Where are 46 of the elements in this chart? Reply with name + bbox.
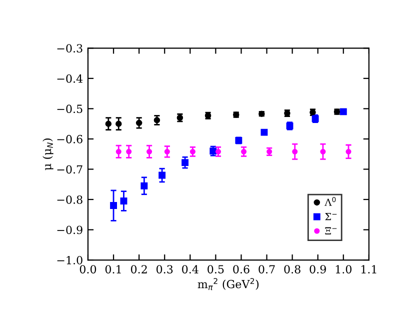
x-tick-label: 0.3 (156, 265, 173, 274)
point (105, 120, 112, 127)
point (320, 148, 326, 154)
point (164, 148, 170, 154)
x-tick-label: 0.0 (80, 265, 96, 274)
point (126, 148, 132, 154)
point (146, 148, 152, 154)
x-tick-label: 1.0 (336, 265, 352, 274)
point (292, 148, 298, 154)
point (182, 159, 189, 166)
y-tick-label: −0.5 (57, 104, 82, 114)
y-tick-label: −0.6 (57, 134, 82, 144)
point (154, 117, 160, 124)
point (260, 128, 268, 136)
point (120, 198, 128, 204)
x-tick-label: 0.8 (284, 265, 300, 274)
y-tick-label: −1.0 (57, 256, 82, 264)
point (136, 120, 142, 126)
y-axis-title: μ (μ$_{N}$) (42, 138, 54, 170)
y-tick-label: −0.8 (57, 195, 82, 204)
point (158, 172, 166, 179)
point (215, 148, 222, 154)
x-tick-label: 0.2 (130, 265, 147, 274)
y-tick-label: −0.3 (57, 44, 82, 53)
y-tick-label: −0.7 (57, 165, 82, 174)
x-tick-label: 0.9 (310, 265, 326, 274)
y-tick-label: −0.9 (57, 226, 82, 234)
legend-label: Λ$^{0}$ (324, 197, 336, 206)
point (190, 148, 196, 154)
x-tick-label: 1.1 (361, 265, 376, 274)
x-tick-label: 0.7 (258, 265, 275, 274)
point (340, 108, 347, 116)
x-tick-label: 0.6 (233, 265, 250, 274)
point (116, 120, 122, 127)
point (110, 202, 117, 210)
point (116, 148, 122, 154)
x-axis-title: m$_{π}$$^{2}$ (GeV$^{2}$) (198, 278, 259, 290)
point (346, 148, 352, 154)
x-tick-label: 0.4 (182, 265, 198, 274)
x-tick-label: 0.5 (208, 265, 224, 274)
legend-label: Ξ$^{−}$ (325, 227, 337, 234)
legend-label: Σ$^{−}$ (325, 213, 337, 220)
point (140, 182, 148, 190)
y-tick-label: −0.4 (57, 74, 83, 83)
point (241, 148, 247, 154)
x-tick-label: 0.1 (105, 265, 121, 274)
